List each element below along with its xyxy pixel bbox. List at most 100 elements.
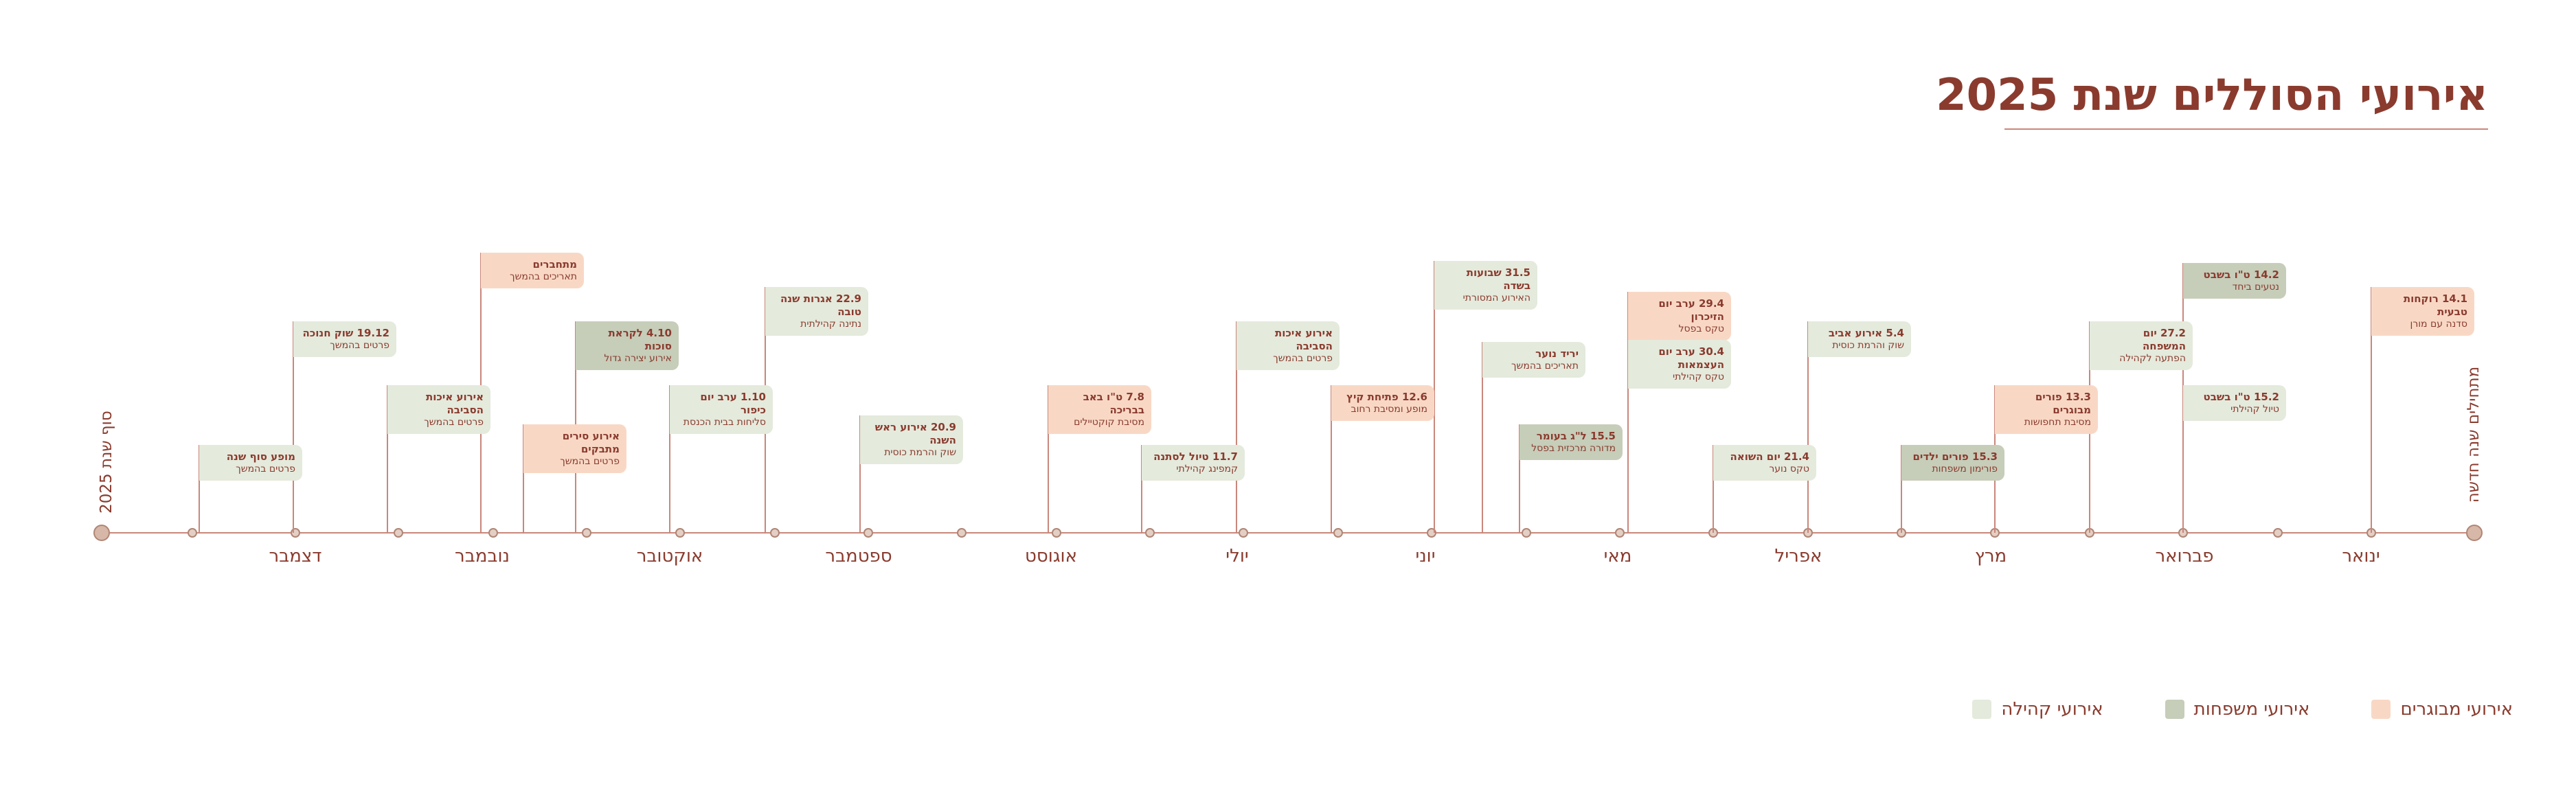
timeline-tick [1052,528,1061,538]
event-title: 14.2 ט"ו בשבט [2203,268,2279,281]
month-label: יוני [1415,546,1436,566]
legend: אירועי קהילה אירועי משפחות אירועי מבוגרי… [1972,699,2513,720]
event-card-community: 30.4 ערב יום העצמאות טקס קהילתי [1628,340,1731,389]
event-stem [1482,342,1483,533]
event-stem [387,385,388,533]
event-card-adult: 14.1 רוקחות טבעית סדנה עם מורן [2371,287,2474,336]
month-label: ספטמבר [825,546,892,566]
event-title: 20.9 אירוע ראש השנה [874,421,956,446]
page-title: אירועי הסוללים שנת 2025 [1936,70,2488,121]
event-card-community: 19.12 שוק חנוכה פרטים בהמשך [293,321,396,358]
event-title: 19.12 שוק חנוכה [302,327,389,339]
month-label: יולי [1225,546,1249,566]
event-card-community: אירוע איכות הסביבה פרטים בהמשך [1236,321,1340,370]
event-subtitle: מדורה מרכזית בפסל [1531,442,1616,454]
event-subtitle: פרטים בהמשך [1273,352,1333,364]
event-stem [199,445,200,533]
event-stem [2371,287,2372,533]
event-card-community: 31.5 שבועות בשדה האירוע המסורתי [1434,261,1537,310]
legend-swatch-adult [2371,700,2391,719]
event-subtitle: פרטים בהמשך [560,455,620,467]
event-title: 12.6 פתיחת קיץ [1346,391,1427,403]
month-label: נובמבר [455,546,510,566]
event-subtitle: הפתעה לקהילה [2119,352,2186,364]
event-card-community: 5.4 אירוע אביב שוק והרמת כוסית [1808,321,1911,358]
event-card-community: 1.10 ערב יום כיפור סליחות בבית הכנסת [670,385,773,434]
event-card-family: 15.3 פורים ילדים פורימון משפחות [1901,445,2004,481]
event-subtitle: מסיבת תחפושות [2024,416,2091,428]
timeline-start-dot [2466,525,2483,541]
event-subtitle: שוק והרמת כוסית [1832,339,1904,351]
event-card-community: 20.9 אירוע ראש השנה שוק והרמת כוסית [860,415,963,464]
event-subtitle: נתינה קהילתית [800,318,861,330]
legend-label-adult: אירועי מבוגרים [2400,699,2513,720]
legend-item-family: אירועי משפחות [2165,699,2310,720]
legend-label-family: אירועי משפחות [2193,699,2310,720]
timeline-start-label: מתחילים שנה חדשה [2465,366,2483,503]
event-subtitle: טקס נוער [1769,463,1809,474]
event-stem [1627,340,1629,533]
event-stem [859,415,861,533]
timeline-tick [675,528,685,538]
event-title: 7.8 ט"ו באב בבריכה [1083,391,1144,416]
event-subtitle: מסיבת קוקטיילים [1074,416,1144,428]
event-title: 11.7 טיול לסתנה [1153,450,1238,463]
month-label: אוגוסט [1025,546,1077,566]
event-stem [293,321,294,533]
legend-swatch-community [1972,700,1992,719]
event-card-community: 22.9 אגרות שנה טובה נתינה קהילתית [765,287,868,336]
month-label: מרץ [1974,546,2007,566]
event-subtitle: תאריכים בהמשך [1511,360,1579,371]
event-subtitle: פרטים בהמשך [424,416,484,428]
event-title: 31.5 שבועות בשדה [1466,266,1530,292]
event-stem [1236,321,1237,533]
event-card-adult: 12.6 פתיחת קיץ מופע ומסיבת רחוב [1331,385,1434,422]
timeline-tick [1145,528,1155,538]
event-subtitle: תאריכים בהמשך [509,271,577,282]
event-title: 5.4 אירוע אביב [1828,327,1904,339]
event-card-adult: 29.4 ערב יום הזיכרון טקס בפסל [1628,292,1731,341]
month-label: ינואר [2342,546,2380,566]
event-card-community: יריד נוער תאריכים בהמשך [1482,342,1585,378]
timeline-tick [188,528,197,538]
event-card-community: 11.7 טיול לסתנה קמפינג קהילתי [1142,445,1245,481]
event-subtitle: פרטים בהמשך [236,463,295,474]
event-card-community: 15.2 ט"ו בשבט טיול קהילתי [2183,385,2286,422]
event-stem [1901,445,1902,533]
event-subtitle: אירוע יצירה גדול [604,352,672,364]
legend-label-community: אירועי קהילה [2001,699,2103,720]
month-label: אוקטובר [636,546,703,566]
event-title: 15.3 פורים ילדים [1912,450,1998,463]
event-card-adult: אירוע סירים מתבקים פרטים בהמשך [523,424,626,473]
event-card-adult: 7.8 ט"ו באב בבריכה מסיבת קוקטיילים [1048,385,1151,434]
event-title: 29.4 ערב יום הזיכרון [1658,297,1724,323]
event-stem [669,385,670,533]
event-stem [1434,261,1435,533]
event-stem [1048,385,1049,533]
event-title: 30.4 ערב יום העצמאות [1658,345,1724,371]
event-subtitle: סליחות בבית הכנסת [683,416,766,428]
event-subtitle: קמפינג קהילתי [1176,463,1238,474]
event-title: 15.5 ל"ג בעומר [1536,430,1616,442]
timeline-tick [770,528,780,538]
event-title: 27.2 יום המשפחה [2142,327,2186,352]
event-card-community: מופע סוף שנה פרטים בהמשך [199,445,302,481]
timeline-tick [394,528,403,538]
event-card-family: 14.2 ט"ו בשבט נטעים ביחד [2183,263,2286,299]
month-label: מאי [1603,546,1632,566]
timeline-tick [488,528,498,538]
event-subtitle: טיול קהילתי [2230,403,2279,415]
timeline-end-dot [93,525,110,541]
event-card-community: 21.4 יום השואה טקס נוער [1713,445,1816,481]
event-subtitle: פורימון משפחות [1932,463,1998,474]
event-stem [2182,385,2184,533]
event-card-adult: 13.3 פורים מבוגרים מסיבת תחפושות [1995,385,2098,434]
timeline-end-label: סוף שנת 2025 [97,411,115,514]
event-title: 4.10 לקראת סוכות [608,327,672,352]
timeline-tick [957,528,967,538]
event-subtitle: טקס קהילתי [1672,371,1724,382]
event-title: 22.9 אגרות שנה טובה [780,293,861,318]
event-subtitle: האירוע המסורתי [1462,292,1530,303]
title-underline [2004,128,2488,130]
